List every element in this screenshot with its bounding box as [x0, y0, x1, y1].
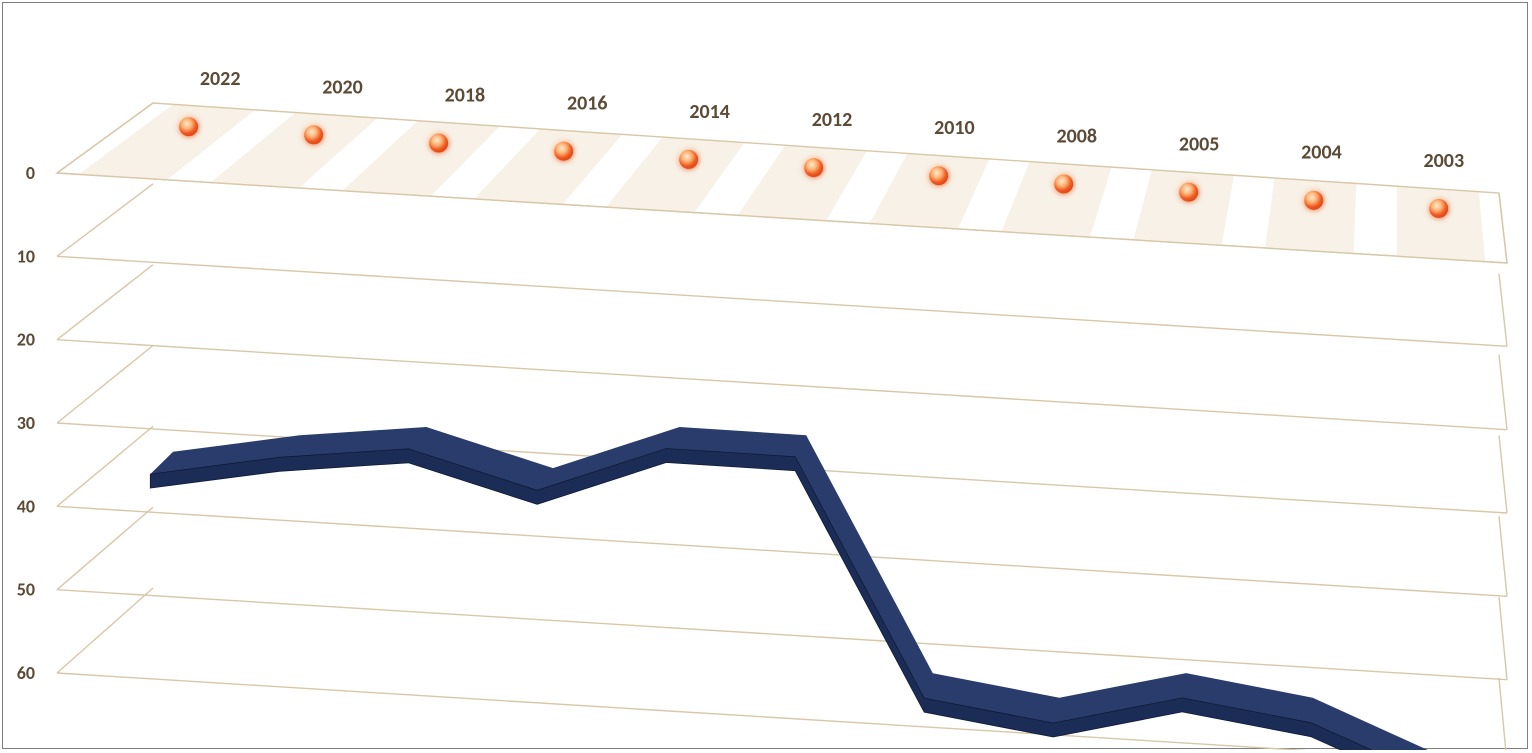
category-label: 2016	[567, 92, 608, 116]
floor-tile	[870, 153, 990, 228]
y-tick-label: 0	[26, 162, 35, 184]
category-label: 2010	[934, 116, 975, 140]
y-tick-label: 30	[17, 412, 35, 434]
chart-frame: 0 10 20 30 40 50 60 2022 2020 2018 2016 2014 2012 20…	[2, 2, 1528, 749]
category-label: 2014	[689, 100, 730, 124]
floor-tile	[1133, 170, 1234, 245]
series-marker	[804, 158, 823, 177]
chart-svg: 0 10 20 30 40 50 60 2022 2020 2018 2016 2014 2012 20…	[3, 3, 1529, 750]
line-top-face	[150, 427, 1440, 750]
category-label: 2008	[1056, 124, 1097, 148]
series-marker	[1304, 191, 1323, 210]
category-label: 2004	[1301, 141, 1342, 165]
floor-tile	[606, 137, 745, 212]
y-tick-label: 60	[17, 662, 35, 684]
series-marker	[554, 142, 573, 161]
floor-tile	[1265, 178, 1356, 253]
category-label: 2022	[200, 67, 241, 91]
y-tick-label: 50	[17, 579, 35, 601]
y-tick-label: 20	[17, 329, 35, 351]
series-marker	[679, 150, 698, 169]
floor-tile	[738, 145, 867, 220]
series-marker	[179, 117, 198, 136]
floor-tile	[342, 121, 500, 196]
series-marker	[1054, 174, 1073, 193]
category-label: 2020	[322, 75, 363, 99]
y-tick-label: 10	[17, 245, 35, 267]
y-tick-label: 40	[17, 495, 35, 517]
floor-tile	[1397, 186, 1485, 261]
series-marker	[1179, 183, 1198, 202]
series-marker	[929, 166, 948, 185]
series-marker	[429, 134, 448, 153]
floor-tile	[474, 129, 622, 204]
category-label: 2005	[1179, 133, 1220, 157]
floor-tile	[1001, 162, 1111, 237]
category-label: 2018	[445, 83, 486, 107]
series-marker	[304, 125, 323, 144]
series-marker	[1429, 199, 1448, 218]
category-label: 2003	[1424, 149, 1465, 173]
category-label: 2012	[812, 108, 853, 132]
